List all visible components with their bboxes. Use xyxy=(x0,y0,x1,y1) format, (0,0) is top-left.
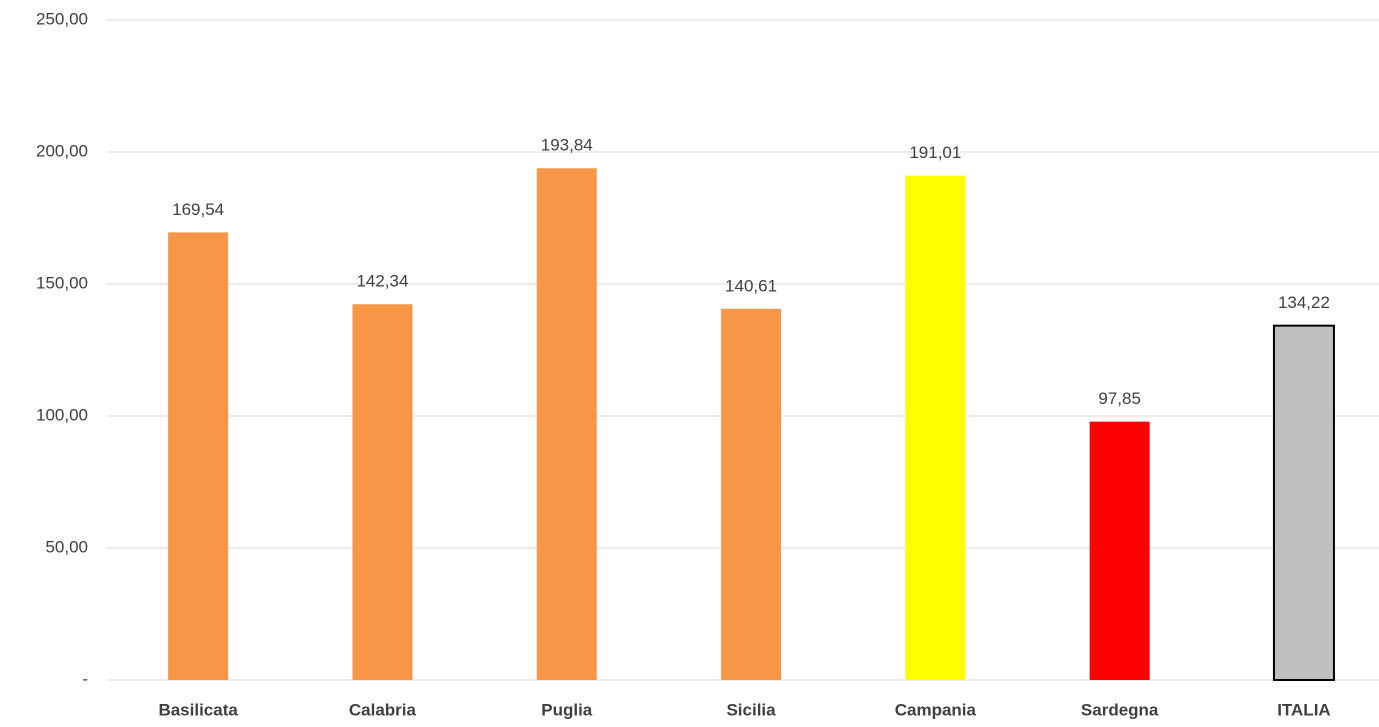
bar xyxy=(905,175,966,681)
bar xyxy=(168,232,229,680)
bar xyxy=(1089,421,1150,680)
y-tick-label: - xyxy=(82,669,88,688)
y-tick-label: 150,00 xyxy=(36,273,88,292)
x-tick-label: Sicilia xyxy=(726,700,776,719)
y-tick-label: 100,00 xyxy=(36,405,88,424)
value-label: 97,85 xyxy=(1098,389,1141,408)
x-tick-label: Puglia xyxy=(541,700,593,719)
value-label: 134,22 xyxy=(1278,293,1330,312)
x-tick-label: ITALIA xyxy=(1277,700,1331,719)
y-tick-label: 200,00 xyxy=(36,141,88,160)
value-label: 193,84 xyxy=(541,136,593,155)
bar xyxy=(1272,324,1335,681)
value-label: 140,61 xyxy=(725,276,777,295)
value-label: 142,34 xyxy=(356,272,408,291)
y-tick-label: 250,00 xyxy=(36,9,88,28)
bar xyxy=(536,168,597,681)
x-tick-label: Sardegna xyxy=(1081,700,1159,719)
value-label: 169,54 xyxy=(172,200,224,219)
y-tick-label: 50,00 xyxy=(45,537,88,556)
x-tick-label: Campania xyxy=(895,700,977,719)
bar xyxy=(721,308,782,680)
bar xyxy=(352,304,413,680)
value-label: 191,01 xyxy=(909,143,961,162)
x-tick-label: Calabria xyxy=(349,700,417,719)
x-tick-label: Basilicata xyxy=(158,700,238,719)
